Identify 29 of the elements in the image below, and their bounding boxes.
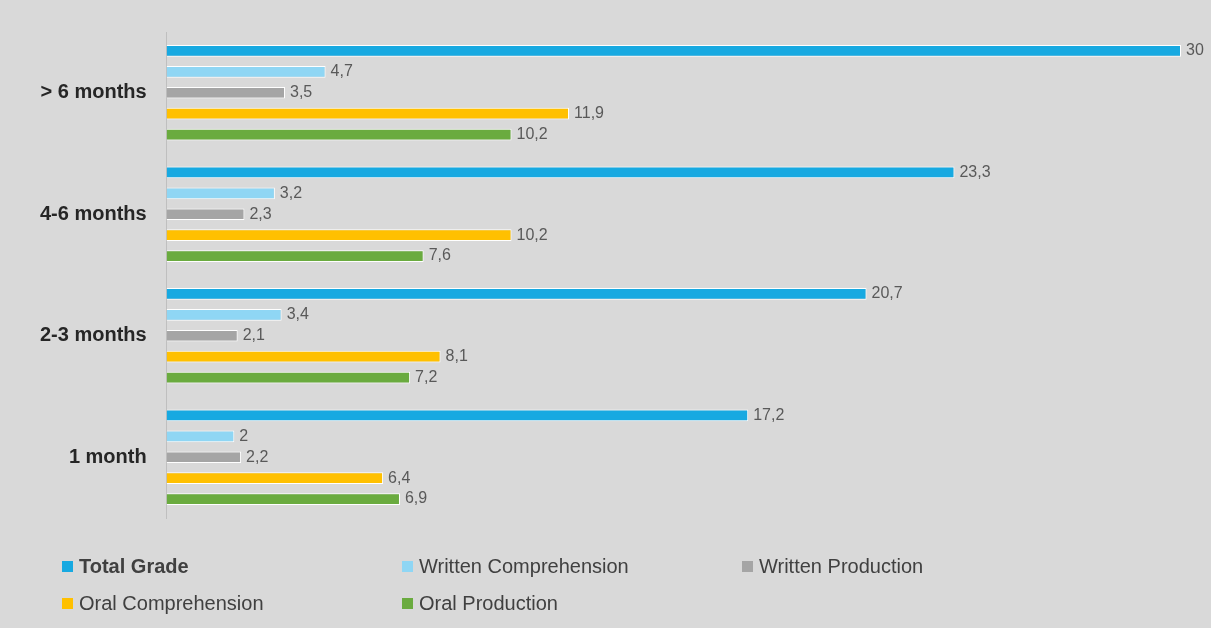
legend-label: Oral Production	[419, 592, 558, 615]
data-label: 20,7	[871, 284, 903, 302]
data-label: 11,9	[574, 104, 605, 122]
data-label: 2	[239, 426, 249, 444]
data-label: 2,3	[249, 204, 272, 222]
y-tick-label: 1 month	[68, 444, 147, 467]
data-label: 2,1	[242, 326, 266, 344]
data-label: 3,4	[286, 305, 309, 323]
data-label: 6,9	[404, 489, 428, 507]
legend-label: Total Grade	[79, 555, 189, 578]
data-label: 2,2	[246, 447, 269, 465]
data-label: 10,2	[516, 225, 548, 243]
data-label: 3,5	[290, 83, 313, 101]
y-tick-label: 4-6 months	[39, 201, 147, 224]
data-label: 10,2	[516, 124, 548, 142]
legend-label: Oral Comprehension	[79, 592, 264, 615]
data-label: 23,3	[959, 162, 991, 180]
data-label: 7,6	[428, 246, 451, 264]
data-label: 7,2	[415, 367, 438, 385]
data-label: 3,2	[279, 183, 303, 201]
data-label: 30	[1186, 41, 1204, 59]
y-tick-label: > 6 months	[40, 80, 147, 103]
data-label: 6,4	[388, 468, 411, 486]
data-label: 17,2	[753, 405, 785, 423]
legend-label: Written Comprehension	[419, 555, 629, 578]
data-label: 8,1	[445, 347, 468, 365]
legend-label: Written Production	[759, 555, 924, 578]
y-tick-label: 2-3 months	[39, 323, 147, 346]
data-label: 4,7	[330, 62, 353, 80]
